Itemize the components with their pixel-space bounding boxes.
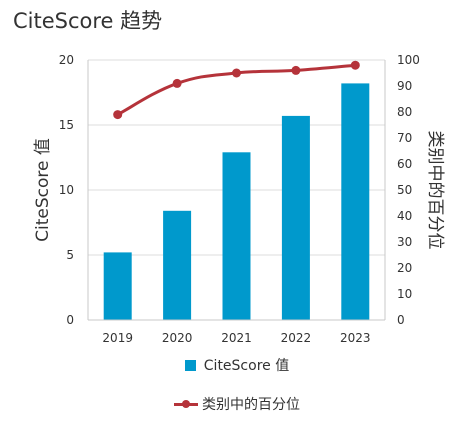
- x-tick-label: 2023: [340, 331, 371, 345]
- right-tick-label: 80: [397, 105, 412, 119]
- line-point: [232, 68, 241, 78]
- axes: [87, 60, 386, 321]
- left-tick-label: 20: [59, 53, 74, 67]
- legend-item-bar: CiteScore 值: [0, 355, 474, 375]
- left-tick-label: 0: [66, 313, 74, 327]
- line-point: [113, 110, 123, 120]
- line-point: [291, 65, 301, 75]
- legend-line-marker-icon: [174, 398, 198, 410]
- bar: [341, 83, 370, 321]
- right-tick-label: 70: [397, 131, 412, 145]
- right-axis-ticks: 0 10 20 30 40 50 60 70 80 90 100: [397, 53, 420, 327]
- right-tick-label: 50: [397, 183, 412, 197]
- x-tick-label: 2022: [281, 331, 312, 345]
- right-tick-label: 40: [397, 209, 412, 223]
- right-tick-label: 30: [397, 235, 412, 249]
- legend-bar-swatch: [184, 359, 196, 371]
- legend-line-label: 类别中的百分位: [202, 397, 300, 413]
- bar: [103, 252, 132, 320]
- chart-title: CiteScore 趋势: [13, 9, 163, 33]
- left-tick-label: 5: [66, 248, 74, 262]
- bar: [222, 152, 251, 320]
- legend-item-line: 类别中的百分位: [0, 394, 474, 414]
- right-tick-label: 100: [397, 53, 420, 67]
- x-tick-label: 2019: [102, 331, 133, 345]
- right-axis-title: 类别中的百分位: [425, 131, 445, 250]
- left-axis-title: CiteScore 值: [33, 138, 53, 242]
- left-tick-label: 10: [59, 183, 74, 197]
- left-axis-ticks: 0 5 10 15 20: [59, 53, 74, 327]
- right-tick-label: 10: [397, 287, 412, 301]
- x-tick-label: 2021: [221, 331, 252, 345]
- bar-series: [103, 83, 370, 321]
- legend-bar-label: CiteScore 值: [203, 358, 290, 374]
- right-tick-label: 0: [397, 313, 405, 327]
- bar: [163, 210, 192, 320]
- line-point: [350, 60, 360, 70]
- right-tick-label: 20: [397, 261, 412, 275]
- line-series: [113, 60, 360, 120]
- x-axis-ticks: 2019 2020 2021 2022 2023: [102, 331, 370, 345]
- bar: [281, 115, 310, 321]
- x-tick-label: 2020: [162, 331, 193, 345]
- left-tick-label: 15: [59, 118, 74, 132]
- right-tick-label: 90: [397, 79, 412, 93]
- chart-plot: 0 5 10 15 20 0 10 20 30 40 50 60 70 80 90 100 2019 2020…: [33, 53, 445, 345]
- line-point: [172, 78, 182, 88]
- right-tick-label: 60: [397, 157, 412, 171]
